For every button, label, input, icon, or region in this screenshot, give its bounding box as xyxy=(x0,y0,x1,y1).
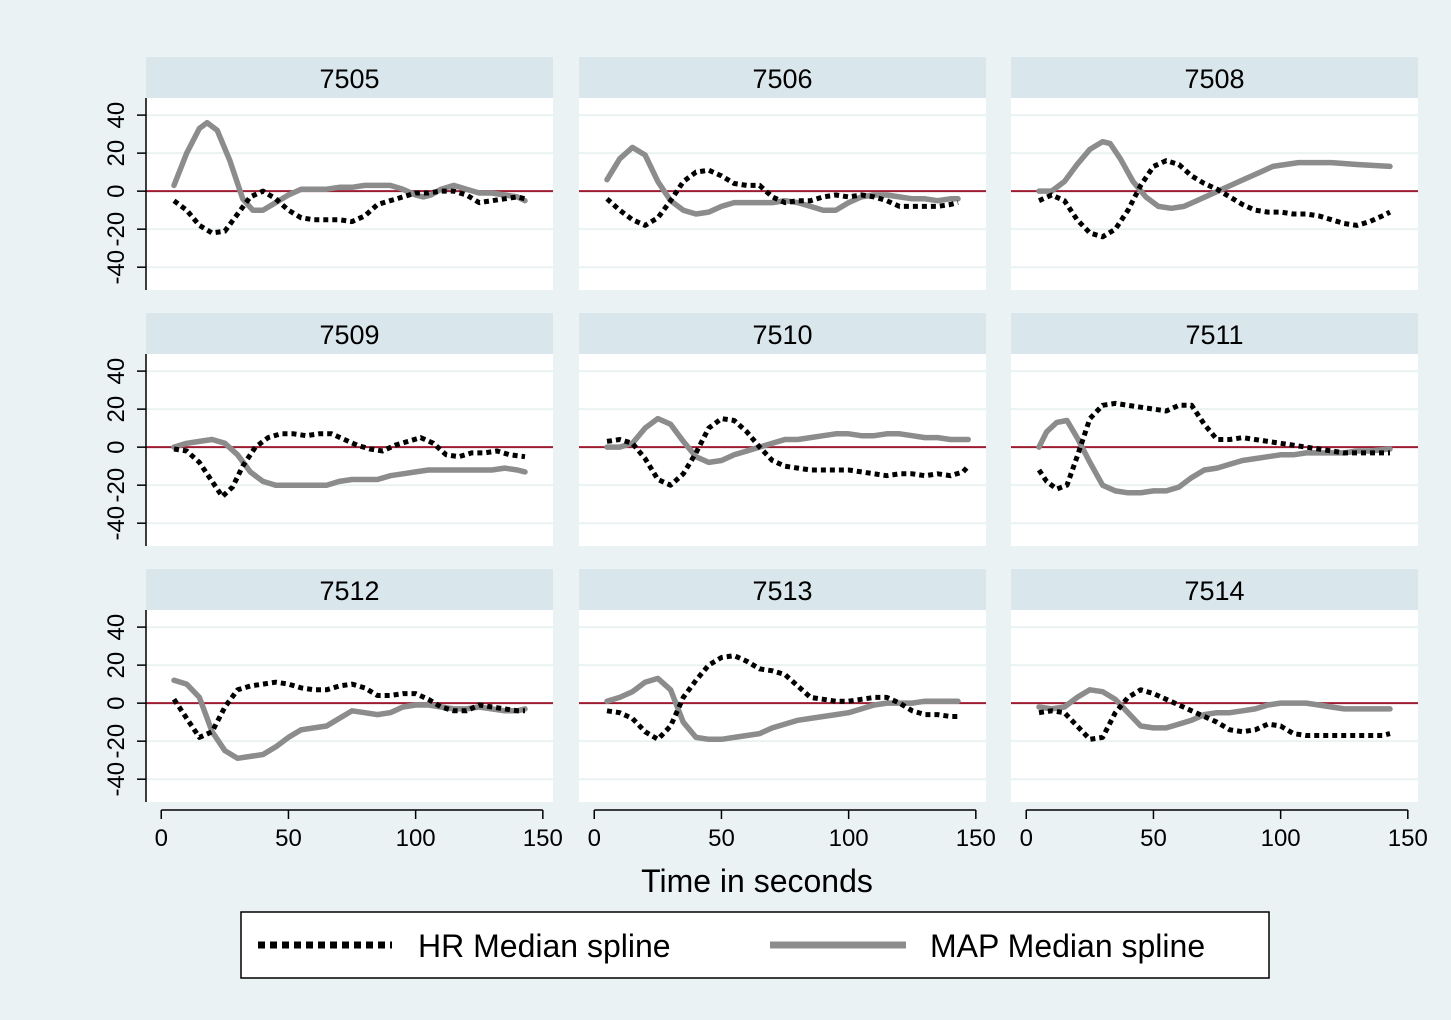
y-axis-row-3: -40 -20 0 20 40 xyxy=(103,610,147,802)
panel-title: 7506 xyxy=(752,64,812,94)
map-median-spline-line xyxy=(1036,138,1393,212)
hr-median-spline-line xyxy=(606,653,958,742)
x-tick-label: 100 xyxy=(1261,825,1301,852)
panel-strip xyxy=(579,57,986,98)
hr-median-spline-line xyxy=(172,188,526,236)
hr-median-spline-line xyxy=(173,431,526,500)
x-axes-layer: 0 50 100 150 0 50 100 150 0 50 100 150 xyxy=(155,809,1428,852)
panel-strip xyxy=(1011,57,1418,98)
map-median-spline-line xyxy=(171,119,528,213)
hr-median-spline-line xyxy=(1036,400,1390,492)
x-tick-label: 100 xyxy=(829,825,869,852)
y-tick-label: 40 xyxy=(103,358,130,385)
panel-title: 7511 xyxy=(1185,320,1243,350)
panel-series xyxy=(604,415,971,488)
panel-7506: 7506 xyxy=(579,57,986,290)
hr-median-spline-line xyxy=(1037,158,1392,240)
y-axes-layer: -40 -20 0 20 40 -40 -20 0 20 40 -40 -20 0 20 40 xyxy=(103,98,147,802)
y-tick-label: 0 xyxy=(103,696,130,709)
panel-strip xyxy=(1011,313,1418,354)
panel-7505: 7505 xyxy=(146,57,553,290)
y-tick-label: -20 xyxy=(103,212,130,247)
x-axis-col-2: 0 50 100 150 xyxy=(588,809,996,852)
x-tick-label: 0 xyxy=(588,825,601,852)
map-median-spline-line xyxy=(171,436,528,488)
panel-strip xyxy=(146,569,553,610)
hr-median-spline-line xyxy=(171,679,525,740)
x-tick-label: 50 xyxy=(1140,825,1167,852)
panel-strip xyxy=(146,313,553,354)
panel-title: 7513 xyxy=(752,576,812,606)
y-axis-row-2: -40 -20 0 20 40 xyxy=(103,354,147,546)
panel-series xyxy=(1036,138,1393,240)
panel-title: 7512 xyxy=(319,576,379,606)
x-tick-label: 100 xyxy=(396,825,436,852)
panel-series xyxy=(604,144,961,228)
y-tick-label: -40 xyxy=(103,762,130,797)
panel-strip xyxy=(146,57,553,98)
map-median-spline-line xyxy=(604,415,971,466)
plot-area xyxy=(146,354,553,546)
panel-7513: 7513 xyxy=(579,569,986,802)
x-axis-title: Time in seconds xyxy=(641,863,873,899)
panel-strip xyxy=(579,313,986,354)
x-axis-col-3: 0 50 100 150 xyxy=(1020,809,1428,852)
plot-area xyxy=(579,610,986,802)
panel-series xyxy=(171,119,528,236)
map-median-spline-line xyxy=(1036,687,1393,731)
y-tick-label: 0 xyxy=(103,184,130,197)
hr-median-spline-line xyxy=(605,167,959,228)
y-tick-label: -40 xyxy=(103,250,130,285)
panel-title: 7510 xyxy=(752,320,812,350)
x-axis-col-1: 0 50 100 150 xyxy=(155,809,563,852)
plot-area xyxy=(1011,610,1418,802)
panel-title: 7505 xyxy=(319,64,379,94)
panel-title: 7508 xyxy=(1184,64,1244,94)
hr-median-spline-line xyxy=(606,416,971,488)
x-tick-label: 0 xyxy=(1020,825,1033,852)
legend-map-label: MAP Median spline xyxy=(930,928,1205,964)
panel-7512: 7512 xyxy=(146,569,553,802)
x-tick-label: 150 xyxy=(523,825,563,852)
panel-7508: 7508 xyxy=(1011,57,1418,290)
y-tick-label: 40 xyxy=(103,614,130,641)
legend-box xyxy=(240,911,1270,979)
y-tick-label: 0 xyxy=(103,440,130,453)
panel-7514: 7514 xyxy=(1011,569,1418,802)
panel-series xyxy=(1036,400,1393,496)
y-axis-row-1: -40 -20 0 20 40 xyxy=(103,98,147,290)
y-tick-label: 20 xyxy=(103,396,130,423)
plot-area xyxy=(579,354,986,546)
panel-title: 7514 xyxy=(1184,576,1244,606)
panel-7510: 7510 xyxy=(579,313,986,546)
x-tick-label: 150 xyxy=(956,825,996,852)
panel-7509: 7509 xyxy=(146,313,553,546)
y-tick-label: -20 xyxy=(103,724,130,759)
panels-layer: 7505 7506 7508 7509 7510 7511 7512 7513 7514 xyxy=(146,57,1418,802)
x-tick-label: 0 xyxy=(155,825,168,852)
hr-median-spline-line xyxy=(1038,687,1391,742)
legend: HR Median spline MAP Median spline xyxy=(240,911,1270,979)
map-median-spline-line xyxy=(1036,417,1393,496)
panel-title: 7509 xyxy=(319,320,379,350)
panel-strip xyxy=(1011,569,1418,610)
x-tick-label: 50 xyxy=(708,825,735,852)
legend-hr-label: HR Median spline xyxy=(418,928,671,964)
panel-series xyxy=(171,431,528,500)
panel-7511: 7511 xyxy=(1011,313,1418,546)
y-tick-label: 20 xyxy=(103,652,130,679)
panel-series xyxy=(604,653,961,743)
y-tick-label: -40 xyxy=(103,506,130,541)
plot-area xyxy=(579,98,986,290)
y-tick-label: 40 xyxy=(103,102,130,129)
panel-series xyxy=(1036,687,1393,742)
y-tick-label: -20 xyxy=(103,468,130,503)
panel-series xyxy=(171,677,528,762)
y-tick-label: 20 xyxy=(103,140,130,167)
x-tick-label: 150 xyxy=(1388,825,1428,852)
panel-strip xyxy=(579,569,986,610)
x-tick-label: 50 xyxy=(275,825,302,852)
